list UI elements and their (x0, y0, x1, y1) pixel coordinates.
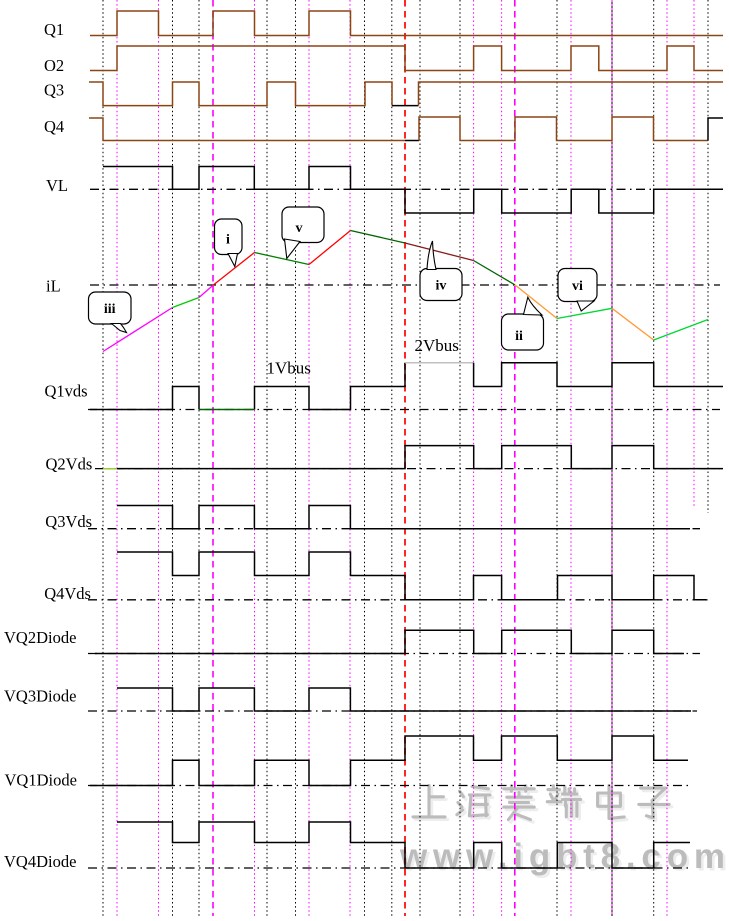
svg-text:i: i (226, 233, 230, 248)
svg-text:Q4: Q4 (44, 117, 64, 136)
svg-text:Q3Vds: Q3Vds (45, 512, 92, 531)
svg-text:iv: iv (436, 279, 447, 294)
svg-text:vi: vi (572, 279, 583, 294)
svg-text:Q2Vds: Q2Vds (46, 454, 93, 473)
svg-text:v: v (296, 221, 303, 236)
svg-text:1Vbus: 1Vbus (267, 359, 311, 378)
svg-text:VQ1Diode: VQ1Diode (5, 771, 77, 790)
svg-text:ii: ii (515, 329, 523, 344)
svg-text:Q4Vds: Q4Vds (44, 584, 91, 603)
svg-text:iL: iL (46, 277, 61, 296)
svg-text:O2: O2 (44, 56, 64, 75)
svg-text:VQ4Diode: VQ4Diode (4, 852, 76, 871)
svg-text:VQ3Diode: VQ3Diode (4, 686, 76, 705)
svg-text:Q3: Q3 (44, 80, 64, 99)
svg-text:Q1: Q1 (44, 20, 64, 39)
svg-text:2Vbus: 2Vbus (415, 336, 459, 355)
svg-text:iii: iii (104, 302, 116, 317)
svg-text:VL: VL (46, 176, 68, 195)
svg-text:VQ2Diode: VQ2Diode (4, 628, 76, 647)
svg-text:Q1vds: Q1vds (45, 381, 88, 400)
